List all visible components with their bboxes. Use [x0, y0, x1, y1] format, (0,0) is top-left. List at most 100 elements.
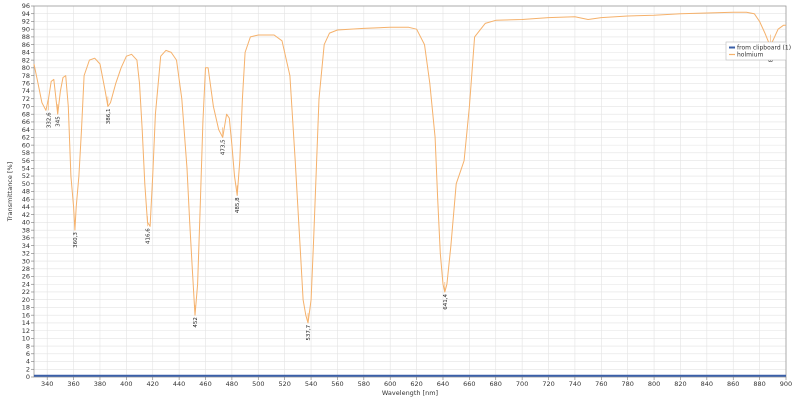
x-tick-label: 880 — [753, 380, 765, 388]
y-tick-label: 14 — [22, 319, 30, 327]
y-tick-label: 80 — [22, 64, 30, 72]
y-tick-label: 2 — [26, 365, 30, 373]
grid-lines — [34, 5, 787, 378]
peak-label: 386,1 — [106, 108, 112, 124]
y-axis-ticks: 0246810121416182022242628303234363840424… — [22, 2, 34, 381]
peak-label: 641,4 — [443, 293, 449, 309]
x-axis-ticks: 340 360 380 400 420 440 460 480 500 520 540 560 580 6… — [41, 377, 792, 388]
y-tick-label: 72 — [22, 95, 30, 103]
x-tick-label: 700 — [516, 380, 528, 388]
y-tick-label: 34 — [22, 242, 30, 250]
x-tick-label: 760 — [595, 380, 607, 388]
x-axis-title: Wavelength [nm] — [382, 389, 438, 397]
x-tick-label: 540 — [305, 380, 317, 388]
x-tick-label: 460 — [199, 380, 211, 388]
x-tick-label: 420 — [147, 380, 159, 388]
peak-label: 537,7 — [306, 324, 312, 340]
series-line-holmium — [33, 11, 786, 324]
y-tick-label: 38 — [22, 226, 30, 234]
x-tick-label: 860 — [727, 380, 739, 388]
y-tick-label: 62 — [22, 134, 30, 142]
peak-label: 485,8 — [235, 197, 241, 213]
peak-labels: 332,6 345 360,3 386,1 416,6 452 473,5 485,8 537,… — [47, 34, 774, 341]
y-tick-label: 10 — [22, 335, 30, 343]
x-tick-label: 440 — [173, 380, 185, 388]
legend-box — [725, 41, 787, 61]
y-tick-label: 58 — [22, 149, 30, 157]
x-tick-label: 620 — [410, 380, 422, 388]
x-tick-label: 720 — [542, 380, 554, 388]
legend-entry[interactable]: holmium — [737, 52, 763, 59]
x-tick-label: 380 — [94, 380, 106, 388]
y-tick-label: 52 — [22, 172, 30, 180]
x-tick-label: 580 — [358, 380, 370, 388]
y-tick-label: 24 — [22, 280, 30, 288]
x-tick-label: 740 — [569, 380, 581, 388]
x-tick-label: 480 — [226, 380, 238, 388]
y-tick-label: 8 — [26, 342, 30, 350]
y-tick-label: 66 — [22, 118, 30, 126]
x-tick-label: 400 — [120, 380, 132, 388]
y-tick-label: 4 — [26, 358, 30, 366]
y-tick-label: 64 — [22, 126, 30, 134]
x-tick-label: 500 — [252, 380, 264, 388]
x-tick-label: 840 — [701, 380, 713, 388]
x-tick-label: 680 — [490, 380, 502, 388]
peak-label: 332,6 — [47, 112, 53, 128]
y-tick-label: 88 — [22, 33, 30, 41]
y-tick-label: 46 — [22, 195, 30, 203]
peak-label: 473,5 — [221, 139, 227, 155]
x-tick-label: 640 — [437, 380, 449, 388]
y-tick-label: 44 — [22, 203, 30, 211]
x-tick-label: 340 — [41, 380, 53, 388]
y-tick-label: 96 — [22, 2, 30, 10]
x-tick-label: 660 — [463, 380, 475, 388]
y-tick-label: 16 — [22, 311, 30, 319]
peak-label: 345 — [56, 116, 62, 127]
y-tick-label: 74 — [22, 87, 30, 95]
x-tick-label: 520 — [278, 380, 290, 388]
y-axis-title: Transmittance [%] — [6, 162, 14, 222]
y-tick-label: 70 — [22, 103, 30, 111]
y-tick-label: 68 — [22, 110, 30, 118]
y-tick-label: 12 — [22, 327, 30, 335]
y-tick-label: 42 — [22, 211, 30, 219]
x-tick-label: 900 — [780, 380, 792, 388]
series-lines — [33, 11, 786, 377]
y-tick-label: 90 — [22, 25, 30, 33]
x-tick-label: 600 — [384, 380, 396, 388]
x-tick-label: 360 — [67, 380, 79, 388]
legend-entry[interactable]: from clipboard (1) — [737, 45, 791, 52]
peak-label: 360,3 — [73, 232, 79, 248]
peak-label: 416,6 — [145, 228, 151, 244]
y-tick-label: 92 — [22, 18, 30, 26]
y-tick-label: 40 — [22, 219, 30, 227]
x-tick-label: 780 — [621, 380, 633, 388]
y-tick-label: 54 — [22, 165, 30, 173]
y-tick-label: 20 — [22, 296, 30, 304]
y-tick-label: 94 — [22, 10, 30, 18]
y-tick-label: 22 — [22, 288, 30, 296]
x-tick-label: 560 — [331, 380, 343, 388]
y-tick-label: 76 — [22, 79, 30, 87]
x-tick-label: 820 — [674, 380, 686, 388]
chart-legend[interactable]: from clipboard (1)holmium — [725, 41, 791, 61]
peak-label: 452 — [193, 317, 199, 328]
y-tick-label: 26 — [22, 273, 30, 281]
y-tick-label: 30 — [22, 257, 30, 265]
x-tick-label: 800 — [648, 380, 660, 388]
y-tick-label: 48 — [22, 188, 30, 196]
y-tick-label: 60 — [22, 141, 30, 149]
y-tick-label: 32 — [22, 250, 30, 258]
y-tick-label: 82 — [22, 56, 30, 64]
y-tick-label: 0 — [26, 373, 30, 381]
y-tick-label: 84 — [22, 49, 30, 57]
y-tick-label: 86 — [22, 41, 30, 49]
y-tick-label: 78 — [22, 72, 30, 80]
y-tick-label: 36 — [22, 234, 30, 242]
y-tick-label: 50 — [22, 180, 30, 188]
y-tick-label: 6 — [26, 350, 30, 358]
y-tick-label: 28 — [22, 265, 30, 273]
